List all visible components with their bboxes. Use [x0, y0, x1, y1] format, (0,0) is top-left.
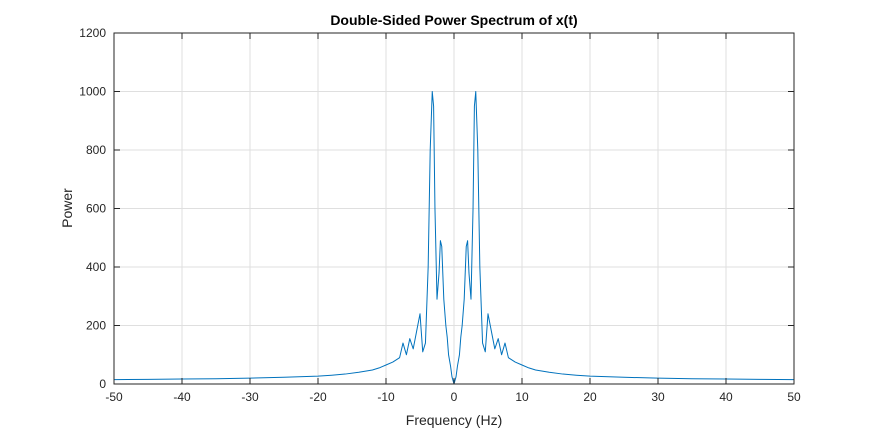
chart-title: Double-Sided Power Spectrum of x(t)	[330, 12, 577, 28]
y-axis-label: Power	[59, 188, 75, 228]
y-tick-label: 200	[86, 319, 106, 333]
x-tick-label: 20	[583, 390, 597, 404]
x-tick-label: -20	[309, 390, 327, 404]
y-tick-label: 800	[86, 143, 106, 157]
x-tick-label: -40	[173, 390, 191, 404]
tick-marks	[113, 32, 795, 385]
x-tick-label: -30	[241, 390, 259, 404]
x-tick-label: -50	[105, 390, 123, 404]
grid-lines	[114, 33, 794, 384]
x-axis-label: Frequency (Hz)	[406, 412, 502, 428]
y-tick-label: 1200	[79, 26, 106, 40]
x-tick-label: 50	[787, 390, 801, 404]
x-tick-label: 40	[719, 390, 733, 404]
y-tick-label: 1000	[79, 85, 106, 99]
x-tick-label: 30	[651, 390, 665, 404]
y-tick-label: 400	[86, 260, 106, 274]
x-tick-label: 10	[515, 390, 529, 404]
x-tick-label: 0	[451, 390, 458, 404]
y-tick-label: 0	[99, 377, 106, 391]
x-tick-labels: -50 -40 -30 -20 -10 0 10 20 30 40 50	[105, 390, 801, 404]
y-tick-label: 600	[86, 202, 106, 216]
y-tick-labels: 0 200 400 600 800 1000 1200	[79, 26, 106, 391]
x-tick-label: -10	[377, 390, 395, 404]
